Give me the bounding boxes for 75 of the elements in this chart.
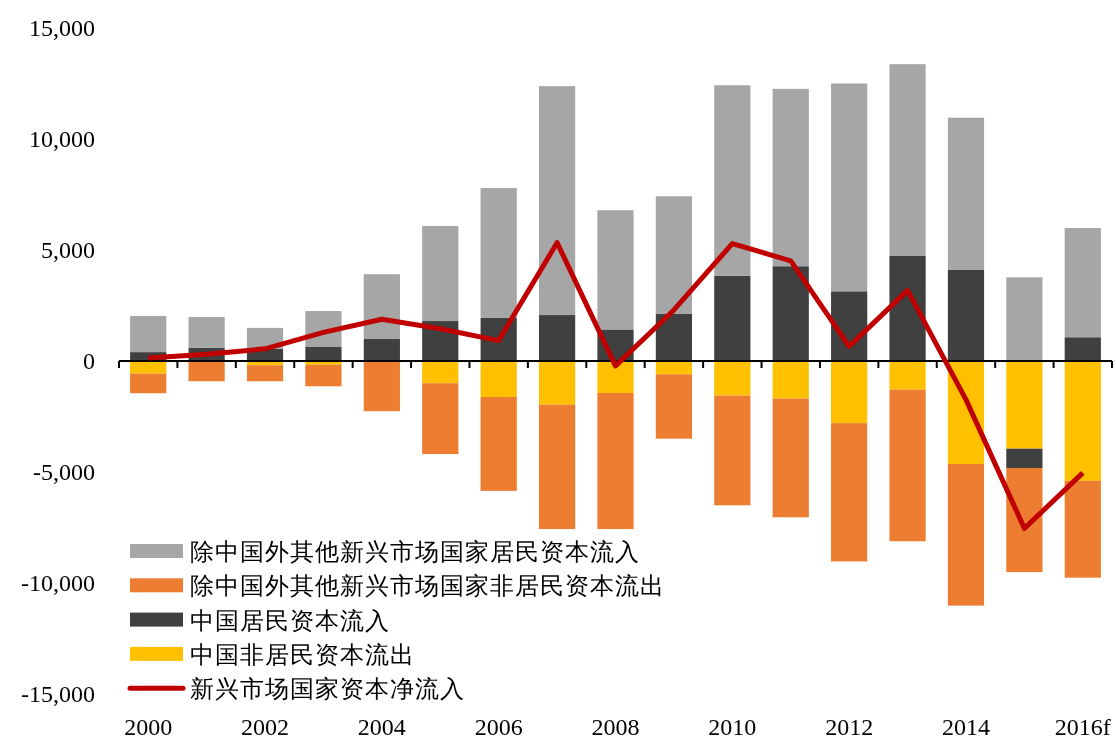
bar [1006,468,1043,573]
bar [889,64,926,256]
x-tick-label: 2008 [591,714,640,740]
bar [831,423,868,562]
y-tick-label: -15,000 [21,681,95,707]
bar [947,269,985,361]
bar [422,226,459,322]
bar [480,361,517,397]
bar [597,210,634,330]
bar [714,361,751,396]
bar [772,398,809,518]
bar [889,361,926,390]
bar [538,315,576,361]
legend-label: 新兴市场国家资本净流入 [190,675,465,704]
bar [130,361,167,374]
x-tick-label: 2016f [1054,714,1111,740]
bar [130,373,167,394]
y-tick-label: 5,000 [41,237,95,263]
bar [1064,480,1101,578]
bar [655,361,693,375]
bar [889,255,926,361]
legend-label: 除中国外其他新兴市场国家居民资本流入 [190,538,640,566]
bar [714,395,751,506]
bar [1006,277,1043,361]
bar [714,275,751,361]
bar [1064,361,1101,481]
bar [363,274,400,340]
bar [246,365,284,382]
bar [188,317,225,348]
bar [831,361,868,424]
bar [655,313,693,361]
bar [305,364,342,387]
bar [1064,228,1101,338]
bar [422,361,459,384]
bar [772,88,809,267]
bar [947,117,985,270]
x-tick-label: 2014 [941,714,990,740]
y-tick-label: -10,000 [21,570,95,596]
bar [655,196,693,314]
bar [1006,361,1043,449]
bar [597,392,634,530]
bar [772,266,809,361]
x-tick-label: 2006 [474,714,523,740]
bar [831,83,868,292]
bar [772,361,809,399]
bar [363,361,400,412]
y-tick-label: 10,000 [29,126,95,152]
bar [538,86,576,316]
bar [597,361,634,393]
x-tick-label: 2010 [708,714,757,740]
y-tick-label: 0 [83,348,95,374]
x-tick-label: 2000 [124,714,173,740]
y-tick-label: 15,000 [29,15,95,41]
bar [305,347,342,361]
legend-label: 中国非居民资本流出 [190,640,415,669]
bar [947,464,985,606]
x-tick-label: 2004 [357,714,406,740]
x-tick-label: 2012 [825,714,874,740]
bar [1064,337,1101,361]
bar [480,396,517,491]
bar [538,361,576,405]
bar [363,339,400,361]
bar [714,85,751,276]
x-tick-label: 2002 [241,714,290,740]
y-tick-label: -5,000 [33,459,95,485]
legend-label: 除中国外其他新兴市场国家非居民资本流出 [190,572,665,601]
bar [188,361,225,382]
bar [480,188,517,318]
bar [1006,448,1043,468]
bar [422,383,459,455]
bar [538,404,576,530]
bar [130,315,167,353]
bar [889,389,926,542]
legend-label: 中国居民资本流入 [190,606,390,635]
bar [655,374,693,439]
